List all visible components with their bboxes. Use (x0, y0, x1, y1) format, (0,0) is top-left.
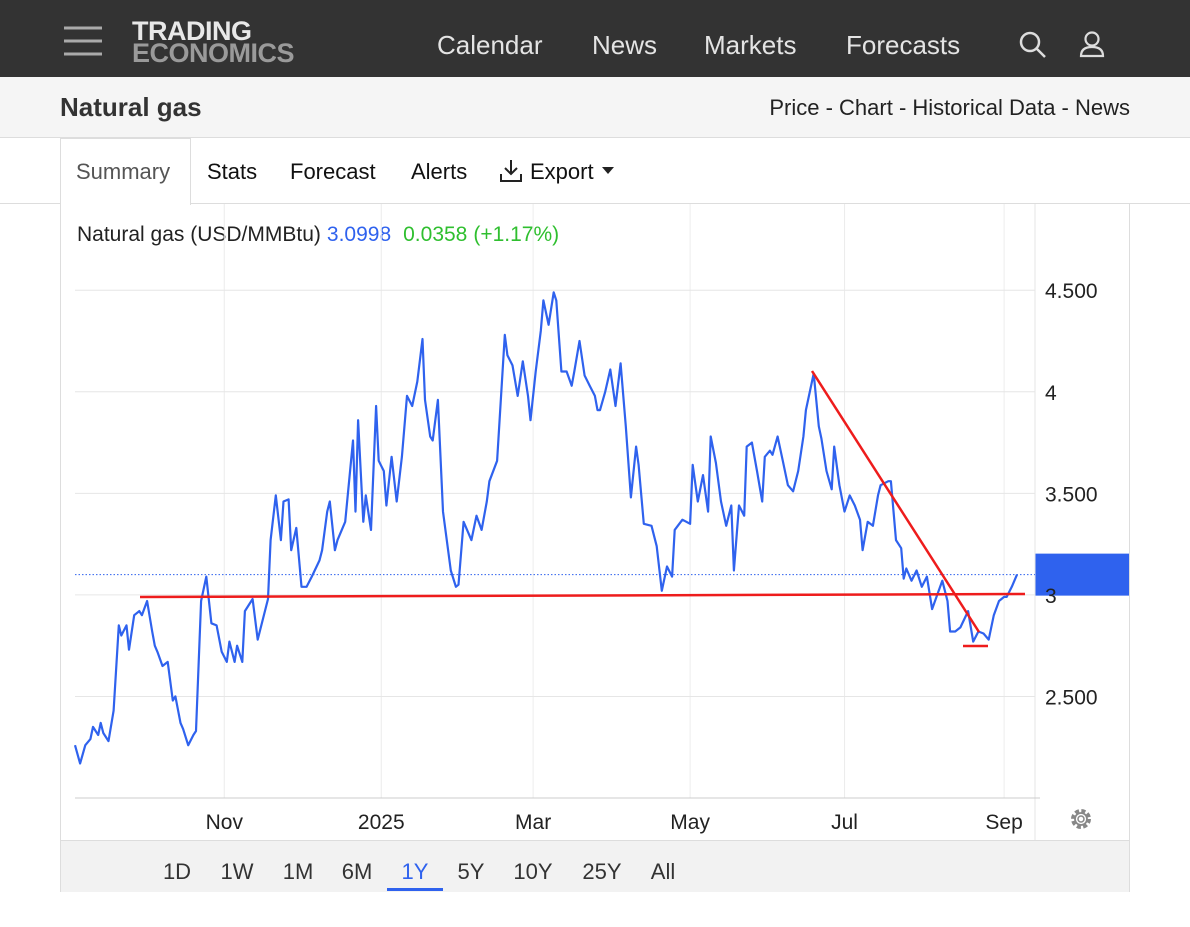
caret (602, 167, 614, 174)
legend-change: 0.0358 (403, 223, 467, 246)
sub-header: Natural gas Price - Chart - Historical D… (0, 77, 1190, 138)
range-bar: 1D 1W 1M 6M 1Y 5Y 10Y 25Y All (61, 840, 1129, 892)
page-title: Natural gas (60, 92, 202, 122)
y-tick-label: 3.500 (1045, 483, 1098, 506)
last-value-box (1035, 553, 1129, 596)
tabs: Summary Stats Forecast Alerts Export (0, 138, 1190, 205)
nav-item[interactable]: Calendar (437, 30, 543, 60)
nav-item[interactable]: Markets (704, 30, 797, 60)
x-tick-label: Sep (985, 811, 1022, 834)
x-tick-label: Jul (831, 811, 858, 834)
plot: Nov 2025 Mar May Jul Sep 2.500 3 3.500 4 4.500 (73, 204, 1098, 840)
price-line (73, 291, 1019, 765)
top-nav: TRADING ECONOMICS Calendar News Markets … (0, 0, 1190, 77)
range-button[interactable]: 1D (162, 859, 192, 884)
range-button[interactable]: 6M (341, 859, 373, 884)
range-button[interactable]: 1M (282, 859, 314, 884)
legend-name: Natural gas (USD/MMBtu) (77, 223, 321, 246)
support-line (139, 592, 1026, 599)
tab[interactable]: Forecast (290, 159, 376, 184)
menu-icon[interactable] (64, 26, 102, 56)
y-tick-label: 3 (1045, 585, 1057, 608)
range-button[interactable]: All (650, 859, 676, 884)
legend-change-pct: (+1.17%) (473, 223, 559, 246)
nav-item[interactable]: Forecasts (846, 30, 961, 60)
logo-line2[interactable]: ECONOMICS (132, 38, 295, 68)
legend: Natural gas (USD/MMBtu) 3.0998 0.0358 (+1.1… (77, 223, 559, 246)
x-tick-label: May (670, 811, 710, 834)
user-icon[interactable] (1078, 30, 1106, 58)
x-tick-label: Mar (515, 811, 551, 834)
legend-price: 3.0998 (327, 223, 391, 246)
range-button[interactable]: 10Y (513, 859, 553, 884)
header-links[interactable]: Price - Chart - Historical Data - News (769, 95, 1130, 120)
range-button[interactable]: 25Y (582, 859, 622, 884)
tab[interactable]: Export (530, 159, 594, 184)
active-underline (387, 888, 443, 891)
x-tick-label: Nov (206, 811, 244, 834)
range-button[interactable]: 1W (220, 859, 254, 884)
download-icon (500, 160, 522, 182)
trend-line (810, 370, 981, 633)
y-tick-label: 4.500 (1045, 280, 1098, 303)
nav-item[interactable]: News (592, 30, 658, 60)
y-tick-label: 2.500 (1045, 686, 1098, 709)
tab[interactable]: Stats (207, 159, 258, 184)
settings-icon[interactable] (1071, 809, 1091, 829)
active-tab-bg (60, 138, 191, 205)
y-tick-label: 4 (1045, 382, 1057, 405)
logo-line1[interactable]: TRADING (132, 16, 252, 46)
range-button[interactable]: 1Y (401, 859, 429, 884)
tab[interactable]: Alerts (411, 159, 468, 184)
x-tick-label: 2025 (358, 811, 405, 834)
tab[interactable]: Summary (76, 159, 171, 184)
drawings (139, 370, 1026, 648)
search-icon[interactable] (1018, 30, 1048, 60)
range-button[interactable]: 5Y (457, 859, 485, 884)
